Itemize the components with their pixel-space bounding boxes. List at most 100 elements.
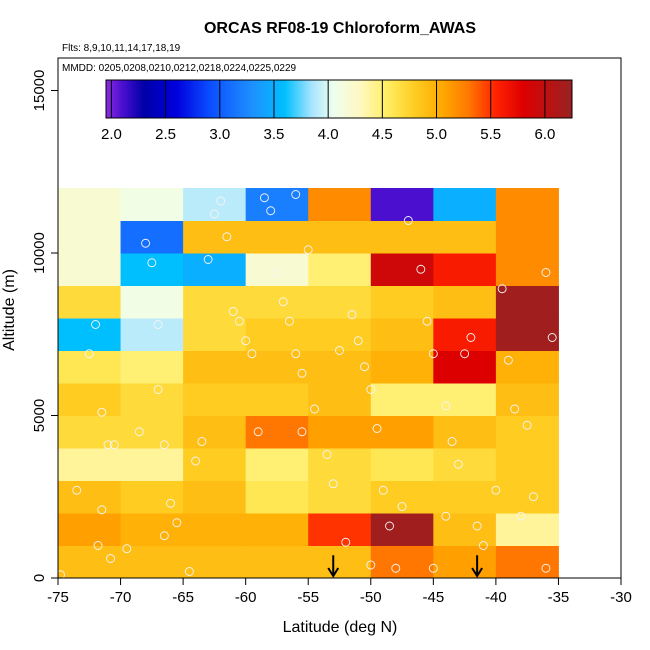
sample-point [297,427,307,437]
sample-point [216,196,226,206]
heatmap-cell [183,448,247,481]
sample-point [172,518,182,528]
down-arrow-icon [471,555,483,578]
heatmap-cell [58,350,122,384]
y-axis: 0 5000 10000 15000 [31,70,58,582]
heatmap-cell [120,415,184,449]
heatmap-cell [120,350,184,384]
x-tick-label: -30 [610,589,632,606]
heatmap-cell [495,448,559,481]
colorbar-tick-label: 6.0 [534,126,555,143]
heatmap-cell [245,480,309,514]
sample-point [310,404,319,414]
heatmap-cell [495,383,559,416]
dates-note: MMDD: 0205,0208,0210,0212,0218,0224,0225… [62,63,297,74]
x-tick-label: -55 [297,589,319,606]
heatmap-cell [58,448,122,481]
heatmap-cell [308,220,372,254]
colorbar-tick-label: 4.5 [372,126,393,143]
x-tick-label: -65 [172,589,194,606]
heatmap-cell [183,415,247,449]
heatmap-cell [495,220,559,254]
heatmap-cell [308,480,372,514]
sample-point [153,320,163,329]
sample-point [122,544,132,554]
heatmap-cell [58,318,122,351]
heatmap-cell [433,513,497,546]
x-tick-label: -40 [485,589,507,606]
heatmap-cell [370,318,434,351]
sample-point [166,498,176,508]
heatmap-cell [370,285,434,319]
sample-point [366,385,376,394]
latitude-markers [327,555,483,578]
sample-point [497,284,507,294]
heatmap-cell [308,350,372,384]
heatmap-cell [245,220,309,254]
heatmap-cell [245,513,309,546]
down-arrow-icon [327,555,340,578]
sample-point [159,531,169,541]
sample-point [360,362,369,372]
sample-point [328,479,338,489]
y-tick-label: 5000 [31,399,48,432]
heatmap-cell [58,513,122,546]
sample-point [197,437,207,446]
heatmap-cell [245,350,309,384]
sample-point [297,368,307,378]
heatmap-cell [433,448,497,481]
heatmap-cell [245,448,309,481]
heatmap-cell [120,285,184,319]
sample-point [516,511,526,521]
heatmap-cell [245,188,309,221]
sample-point [141,238,151,248]
sample-point [528,492,538,502]
heatmap-cell [495,188,559,221]
heatmap-cell [120,188,184,221]
heatmap-cell [308,415,372,449]
sample-point [291,349,301,359]
sample-point [91,320,100,329]
colorbar-tick-label: 5.0 [426,126,447,143]
sample-point [460,349,470,359]
sample-point [285,316,294,326]
heatmap-cell [58,188,122,221]
sample-point [472,521,482,531]
heatmap-cell [308,285,372,319]
sample-point [97,505,107,515]
sample-point [447,437,457,446]
heatmap-cell [495,285,559,319]
heatmap-cell [495,545,559,579]
heatmap-cell [370,188,434,221]
sample-point [541,563,551,573]
heatmap-cell [183,545,247,579]
x-tick-label: -70 [110,589,132,606]
colorbar-tick-label: 2.0 [101,126,122,143]
sample-point [422,316,432,326]
heatmap-cell [370,513,434,546]
heatmap-cell [495,318,559,351]
flights-note: Flts: 8,9,10,11,14,17,18,19 [62,43,181,54]
y-tick-label: 10000 [31,232,48,274]
colorbar-tick-label: 3.0 [209,126,230,143]
heatmap-cell [245,253,309,286]
sample-point [134,427,144,437]
sample-point [241,336,251,346]
heatmap-cell [370,253,434,286]
heatmap-cell [120,448,184,481]
heatmap-cell [308,253,372,286]
sample-point [428,563,438,573]
heatmap-cell [120,545,184,579]
heatmap-cell [120,383,184,416]
sample-point [72,485,82,495]
heatmap-cell [370,415,434,449]
heatmap-cell [370,350,434,384]
sample-point [510,404,520,414]
heatmap-cell [183,480,247,514]
sample-point [416,264,426,274]
sample-point [335,346,344,355]
heatmap-cell [495,480,559,514]
x-tick-label: -45 [422,589,444,606]
heatmap-cell [308,188,372,221]
sample-point [203,255,213,264]
